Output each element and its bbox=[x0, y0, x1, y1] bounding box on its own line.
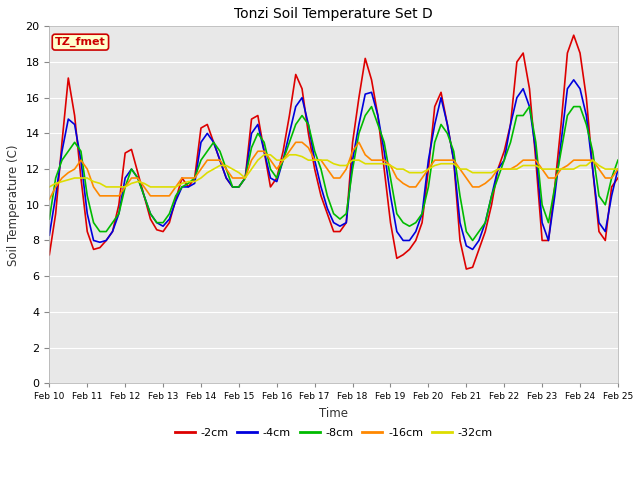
X-axis label: Time: Time bbox=[319, 407, 348, 420]
Text: TZ_fmet: TZ_fmet bbox=[55, 37, 106, 47]
Y-axis label: Soil Temperature (C): Soil Temperature (C) bbox=[7, 144, 20, 265]
Legend: -2cm, -4cm, -8cm, -16cm, -32cm: -2cm, -4cm, -8cm, -16cm, -32cm bbox=[170, 423, 497, 442]
Title: Tonzi Soil Temperature Set D: Tonzi Soil Temperature Set D bbox=[234, 7, 433, 21]
